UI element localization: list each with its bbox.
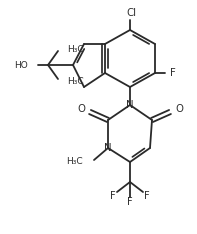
Text: F: F	[127, 197, 133, 207]
Text: N: N	[104, 143, 112, 153]
Text: H₃C: H₃C	[66, 157, 83, 167]
Text: HO: HO	[14, 61, 28, 69]
Text: F: F	[110, 191, 116, 201]
Text: F: F	[144, 191, 150, 201]
Text: N: N	[126, 100, 134, 110]
Text: Cl: Cl	[126, 8, 136, 18]
Text: O: O	[77, 104, 85, 114]
Text: F: F	[170, 68, 176, 78]
Text: H₃C: H₃C	[67, 77, 84, 85]
Text: H₃C: H₃C	[67, 44, 84, 54]
Text: O: O	[175, 104, 183, 114]
